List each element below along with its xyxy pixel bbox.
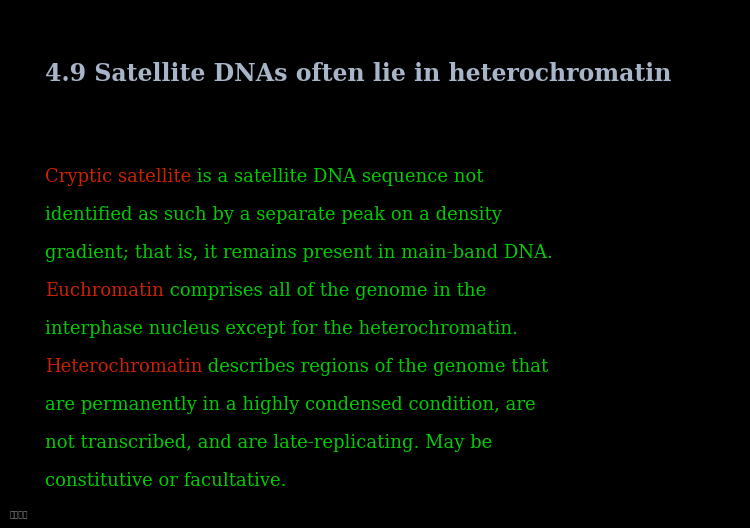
Text: are permanently in a highly condensed condition, are: are permanently in a highly condensed co… xyxy=(45,396,536,414)
Text: gradient; that is, it remains present in main-band DNA.: gradient; that is, it remains present in… xyxy=(45,244,553,262)
Text: identified as such by a separate peak on a density: identified as such by a separate peak on… xyxy=(45,206,502,224)
Text: constitutive or facultative.: constitutive or facultative. xyxy=(45,472,286,490)
Text: Euchromatin: Euchromatin xyxy=(45,282,164,300)
Text: is a satellite DNA sequence not: is a satellite DNA sequence not xyxy=(191,168,484,186)
Text: not transcribed, and are late-replicating. May be: not transcribed, and are late-replicatin… xyxy=(45,434,492,452)
Text: comprises all of the genome in the: comprises all of the genome in the xyxy=(164,282,486,300)
Text: 4.9 Satellite DNAs often lie in heterochromatin: 4.9 Satellite DNAs often lie in heteroch… xyxy=(45,62,671,86)
Text: 清华大学: 清华大学 xyxy=(10,510,28,519)
Text: interphase nucleus except for the heterochromatin.: interphase nucleus except for the hetero… xyxy=(45,320,518,338)
Text: Cryptic satellite: Cryptic satellite xyxy=(45,168,191,186)
Text: Heterochromatin: Heterochromatin xyxy=(45,358,203,376)
Text: describes regions of the genome that: describes regions of the genome that xyxy=(202,358,549,376)
